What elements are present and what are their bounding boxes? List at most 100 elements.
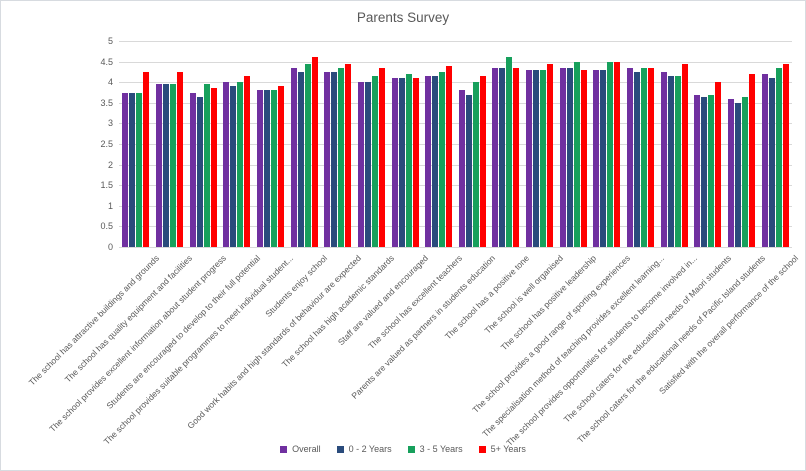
bar-0-2-years xyxy=(263,90,270,247)
legend: Overall 0 - 2 Years 3 - 5 Years 5+ Years xyxy=(1,444,805,454)
bar-0-2-years xyxy=(230,86,237,247)
bar-group xyxy=(556,41,590,247)
bar-0-2-years xyxy=(465,94,472,247)
bar-5-years xyxy=(749,73,755,247)
bar-0-2-years xyxy=(600,69,607,247)
bar-overall xyxy=(761,73,768,247)
gridline xyxy=(119,82,792,84)
legend-item: 3 - 5 Years xyxy=(407,444,463,454)
bar-5-years xyxy=(782,63,789,247)
bar-group xyxy=(725,41,759,247)
legend-swatch xyxy=(336,445,344,453)
bar-0-2-years xyxy=(566,67,573,247)
bar-3-5-years xyxy=(304,63,311,247)
bar-group xyxy=(657,41,691,247)
bar-group xyxy=(220,41,254,247)
bar-3-5-years xyxy=(439,71,446,247)
bar-overall xyxy=(223,82,230,247)
bar-group xyxy=(422,41,456,247)
bar-group xyxy=(321,41,355,247)
bar-0-2-years xyxy=(297,71,304,247)
bar-overall xyxy=(660,71,667,247)
gridline xyxy=(119,226,792,228)
bar-5-years xyxy=(580,69,587,247)
bar-overall xyxy=(728,98,734,247)
bar-3-5-years xyxy=(472,82,479,247)
bar-5-years xyxy=(547,63,554,247)
bar-3-5-years xyxy=(607,61,614,247)
bar-0-2-years xyxy=(129,92,136,247)
x-axis-category-label: The school provides a good range of spor… xyxy=(470,253,632,415)
bar-3-5-years xyxy=(405,73,412,247)
bar-3-5-years xyxy=(573,61,580,247)
y-axis-tick-label: 0.5 xyxy=(100,221,113,232)
bar-5-years xyxy=(345,63,352,247)
bar-3-5-years xyxy=(506,57,513,247)
bar-overall xyxy=(290,67,297,247)
gridline xyxy=(119,123,792,125)
x-axis-category-label: Students enjoy school xyxy=(263,253,330,319)
bar-5-years xyxy=(378,67,385,247)
bar-5-years xyxy=(210,88,217,247)
y-axis-tick-label: 1.5 xyxy=(100,180,113,191)
bar-group xyxy=(590,41,624,247)
bar-0-2-years xyxy=(667,76,674,247)
bar-group xyxy=(355,41,389,247)
bar-5-years xyxy=(681,63,688,247)
legend-item: 5+ Years xyxy=(478,444,526,454)
bar-5-years xyxy=(143,71,150,247)
bar-overall xyxy=(694,94,701,247)
bar-group xyxy=(523,41,557,247)
plot-area: 5 4.5 4 3.5 3 2.5 2 1.5 1 0.5 0 xyxy=(100,36,792,252)
bar-3-5-years xyxy=(338,67,345,247)
bar-3-5-years xyxy=(540,69,547,247)
bar-5-years xyxy=(513,67,520,247)
bar-overall xyxy=(256,90,263,247)
bar-3-5-years xyxy=(775,67,782,247)
bar-0-2-years xyxy=(634,71,641,247)
bar-5-years xyxy=(446,65,453,247)
y-axis-tick-label: 2.5 xyxy=(100,139,113,149)
gridline xyxy=(119,144,792,145)
bar-0-2-years xyxy=(533,69,540,247)
bar-group xyxy=(287,41,321,247)
bar-group xyxy=(119,41,153,247)
bar-5-years xyxy=(648,67,655,247)
gridline xyxy=(119,164,792,166)
bar-3-5-years xyxy=(237,82,244,247)
bar-3-5-years xyxy=(169,84,176,247)
y-axis-tick-label: 4 xyxy=(107,77,113,88)
y-axis-tick-label: 3 xyxy=(107,118,113,129)
bar-overall xyxy=(122,92,129,247)
bar-5-years xyxy=(244,76,251,247)
bar-overall xyxy=(526,69,533,247)
y-axis-tick-label: 1 xyxy=(107,200,113,211)
legend-swatch xyxy=(478,445,486,453)
bar-5-years xyxy=(176,71,183,247)
y-axis-tick-label: 4.5 xyxy=(100,56,113,67)
bar-group xyxy=(489,41,523,247)
bar-group xyxy=(388,41,422,247)
bar-0-2-years xyxy=(701,96,708,247)
legend-swatch xyxy=(280,445,288,453)
bar-0-2-years xyxy=(162,84,169,247)
bar-5-years xyxy=(479,76,486,247)
bar-group xyxy=(186,41,220,247)
bar-0-2-years xyxy=(499,67,506,247)
bar-group xyxy=(456,41,490,247)
bar-group xyxy=(624,41,658,247)
bar-5-years xyxy=(311,57,318,247)
y-axis-tick-label: 2 xyxy=(107,159,113,170)
bar-5-years xyxy=(614,61,621,247)
legend-label: 0 - 2 Years xyxy=(348,444,392,454)
bar-3-5-years xyxy=(708,94,715,247)
bar-overall xyxy=(425,76,432,247)
bar-group xyxy=(758,41,792,247)
bar-overall xyxy=(593,69,600,247)
bar-overall xyxy=(492,67,499,247)
bar-3-5-years xyxy=(136,92,143,247)
bar-5-years xyxy=(277,86,284,247)
bar-overall xyxy=(155,84,162,247)
legend-swatch xyxy=(407,445,415,453)
